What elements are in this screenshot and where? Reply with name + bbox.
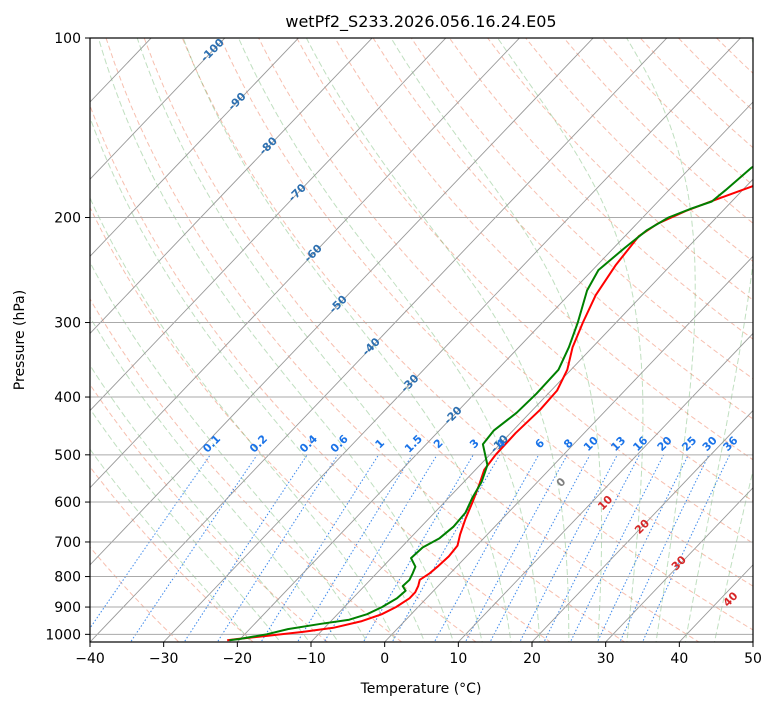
moist-adiabat-line — [305, 38, 570, 642]
mixing-ratio-line — [183, 454, 308, 642]
dry-adiabat-line — [296, 38, 753, 502]
isotherm-line — [90, 38, 373, 335]
isotherm-line — [236, 101, 753, 642]
dry-adiabat-line — [448, 38, 753, 340]
y-tick-label: 900 — [54, 600, 81, 616]
isotherm-line — [90, 38, 594, 566]
moist-adiabat-line — [497, 38, 644, 642]
x-tick-label: −40 — [75, 651, 105, 667]
moist-adiabat-line — [90, 316, 339, 642]
mixing-ratio-line — [90, 454, 211, 629]
mixing-ratio-line — [596, 454, 689, 642]
moist-adiabat-line — [90, 261, 368, 642]
moist-adiabats — [90, 38, 753, 642]
mixing-ratio-line — [642, 454, 731, 642]
y-tick-label: 600 — [54, 495, 81, 511]
dry-adiabat-line — [487, 38, 753, 301]
y-tick-label: 700 — [54, 535, 81, 551]
isotherm-line — [90, 38, 668, 642]
y-tick-label: 800 — [54, 570, 81, 586]
mixing-ratio-line — [569, 454, 665, 642]
isotherm-line — [531, 409, 753, 642]
moist-adiabat-line — [136, 38, 483, 642]
dry-adiabat-line — [90, 546, 180, 642]
isotherm-line — [163, 38, 742, 642]
dry-adiabat-line — [181, 38, 753, 631]
dry-adiabat-line — [105, 38, 626, 642]
y-tick-label: 300 — [54, 316, 81, 332]
isotherm-line — [90, 38, 521, 489]
moist-adiabat-line — [90, 196, 397, 642]
moist-adiabat-line — [90, 408, 281, 642]
dry-adiabat-line — [90, 206, 477, 642]
moist-adiabat-line — [90, 448, 252, 642]
moist-adiabat-line — [97, 38, 454, 642]
dry-adiabat-line — [372, 38, 753, 420]
mixing-ratio-line — [464, 454, 568, 642]
moist-adiabat-line — [90, 116, 426, 642]
isotherm-line — [310, 178, 753, 642]
sounding-series — [227, 165, 753, 642]
dry-adiabat-line — [220, 38, 753, 587]
mixing-ratio-line — [296, 454, 413, 642]
mixing-ratio-line — [519, 454, 618, 642]
x-tick-label: −30 — [149, 651, 179, 667]
isotherm-line — [605, 487, 753, 642]
x-tick-label: 20 — [523, 651, 541, 667]
x-tick-label: 40 — [670, 651, 688, 667]
dry-adiabat-line — [143, 38, 700, 642]
x-tick-label: −10 — [296, 651, 326, 667]
dry-adiabat-line — [90, 104, 552, 642]
y-tick-label: 100 — [54, 31, 81, 47]
y-tick-label: 1000 — [45, 627, 81, 643]
x-tick-label: −20 — [223, 651, 253, 667]
mixing-ratio-line — [323, 454, 438, 642]
x-tick-label: 0 — [380, 651, 389, 667]
moist-adiabat-line — [238, 38, 541, 642]
moist-adiabat-line — [90, 364, 310, 642]
x-axis-label: Temperature (°C) — [360, 681, 482, 697]
y-tick-label: 500 — [54, 448, 81, 464]
isotherm-line — [90, 38, 300, 257]
dry-adiabat-line — [334, 38, 753, 461]
mixing-ratio-line — [260, 454, 380, 642]
isotherm-line — [90, 38, 447, 412]
plot-frame — [89, 37, 754, 643]
chart-title: wetPf2_S233.2026.056.16.24.E05 — [285, 12, 556, 32]
isotherm-line — [384, 255, 753, 642]
isobars — [90, 38, 753, 635]
dewpoint-profile-line — [229, 165, 753, 642]
x-tick-label: 30 — [597, 651, 615, 667]
isotherm-line — [457, 332, 753, 642]
temperature-profile-line — [227, 185, 753, 642]
x-tick-label: 10 — [449, 651, 467, 667]
x-tick-label: 50 — [744, 651, 762, 667]
y-tick-label: 200 — [54, 211, 81, 227]
isotherms — [90, 38, 753, 642]
mixing-ratio-line — [543, 454, 640, 642]
y-tick-label: 400 — [54, 390, 81, 406]
moist-adiabat-line — [626, 38, 696, 642]
dry-adiabat-line — [90, 466, 254, 642]
moist-adiabat-line — [182, 38, 512, 642]
mixing-ratio-line — [362, 454, 474, 642]
moist-adiabat-line — [390, 38, 603, 642]
y-axis-label: Pressure (hPa) — [12, 290, 28, 390]
moist-adiabat-line — [684, 38, 753, 642]
axis-ticks: −40 −30 −20 −10 0 10 20 30 40 50 1000 900 800 700 600 5… — [45, 31, 762, 667]
isotherm-line — [90, 38, 226, 180]
